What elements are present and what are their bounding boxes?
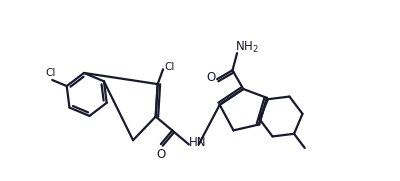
Text: O: O (156, 148, 166, 161)
Text: HN: HN (189, 136, 206, 149)
Text: Cl: Cl (165, 62, 175, 72)
Text: O: O (207, 71, 216, 84)
Text: NH$_2$: NH$_2$ (235, 40, 259, 55)
Text: Cl: Cl (45, 68, 56, 78)
